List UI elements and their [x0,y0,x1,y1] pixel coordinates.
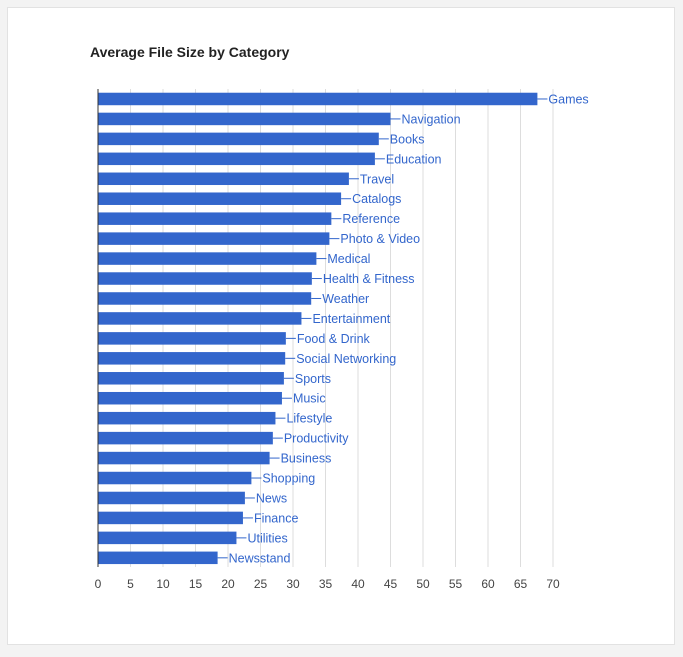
bar [98,232,330,245]
bar [98,112,391,126]
x-tick-label: 65 [514,577,528,591]
bar [98,471,252,485]
bar [98,152,375,166]
x-tick-label: 15 [189,577,203,591]
x-tick-label: 45 [384,577,398,591]
x-tick-label: 30 [286,577,300,591]
bar-label: Education [386,152,442,166]
bar [98,212,332,225]
bar-label: Utilities [247,531,287,545]
bar [98,272,312,285]
x-tick-label: 20 [221,577,235,591]
x-tick-label: 25 [254,577,268,591]
bar-label: Photo & Video [340,232,420,246]
bar-label: Business [281,452,332,466]
x-tick-label: 35 [319,577,333,591]
x-axis-ticks: 0 5 10 15 20 25 30 35 40 45 50 55 60 65 70 [95,577,560,591]
bar [98,451,270,465]
bar-label: Health & Fitness [323,272,415,286]
x-tick-label: 40 [351,577,365,591]
bar [98,352,286,365]
bar [98,511,243,525]
bar-label: Navigation [402,112,461,126]
bar-label: Lifestyle [286,412,332,426]
bar-label: News [256,491,287,505]
gridlines [130,89,554,567]
bar [98,431,273,445]
x-tick-label: 55 [449,577,463,591]
x-tick-label: 70 [546,577,560,591]
bar [98,332,286,345]
bar [98,312,302,325]
x-tick-label: 10 [156,577,170,591]
x-tick-label: 50 [416,577,430,591]
bar [98,551,218,565]
bar [98,372,284,385]
bar [98,172,349,186]
bar [98,531,237,545]
bar-label: Newsstand [229,551,291,565]
x-tick-label: 5 [127,577,134,591]
bar [98,192,342,205]
bars [98,92,538,565]
bar [98,292,312,305]
bar-label: Shopping [262,472,315,486]
bar-label: Catalogs [352,192,401,206]
chart-title: Average File Size by Category [90,44,290,60]
bar-label: Sports [295,372,331,386]
bar-label: Social Networking [296,352,396,366]
bar [98,391,282,405]
bar-label: Reference [342,212,400,226]
bar-label: Entertainment [312,312,390,326]
x-tick-label: 0 [95,577,102,591]
bar-label: Games [548,92,588,106]
bar-label: Food & Drink [297,332,371,346]
bar-label: Music [293,392,326,406]
bar-label: Books [390,132,425,146]
bar-label: Travel [360,172,394,186]
bar [98,132,379,146]
bar-label: Weather [322,292,369,306]
bar [98,491,245,505]
bar-label: Productivity [284,432,349,446]
bar [98,252,317,265]
bar-label: Finance [254,511,299,525]
bar [98,92,538,106]
bar-labels: Games Navigation Books Education Travel Catal… [217,92,589,565]
bar [98,411,276,425]
x-tick-label: 60 [481,577,495,591]
bar-label: Medical [327,252,370,266]
